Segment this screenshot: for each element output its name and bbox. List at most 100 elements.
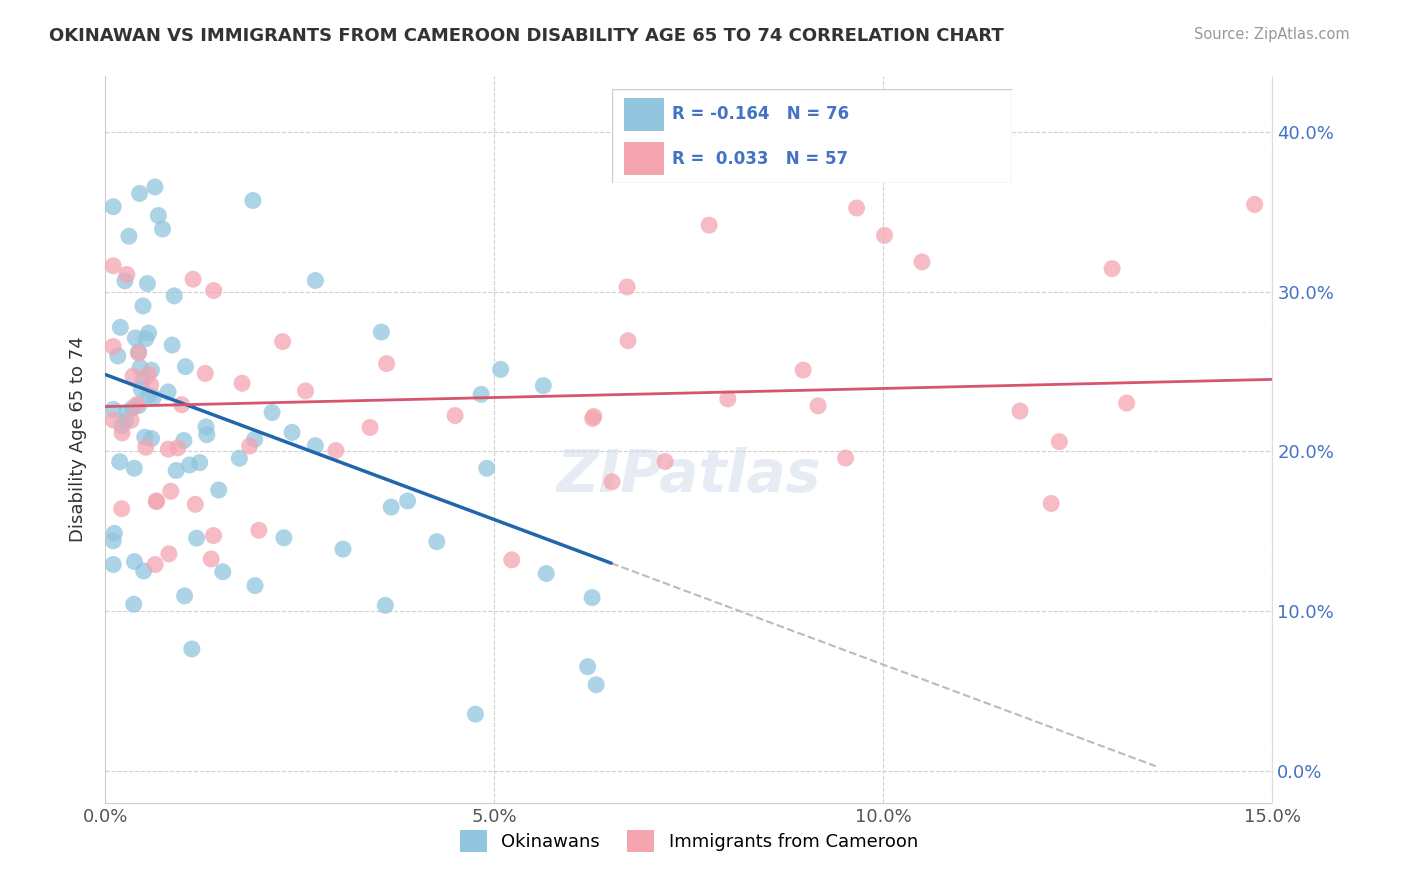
Point — [125, 397, 148, 411]
Point — [375, 357, 398, 371]
Point — [444, 409, 467, 423]
Point — [181, 272, 204, 286]
Point — [304, 439, 326, 453]
Point — [304, 273, 326, 287]
Point — [122, 369, 145, 384]
Point — [1047, 434, 1070, 449]
Point — [188, 456, 211, 470]
Point — [536, 566, 558, 581]
Point — [208, 483, 231, 497]
Bar — [624, 97, 664, 131]
Point — [115, 268, 138, 282]
Point — [157, 384, 180, 399]
Point — [195, 420, 218, 434]
Point — [103, 339, 125, 353]
Point — [128, 186, 150, 201]
Point — [170, 398, 193, 412]
Point — [145, 494, 167, 508]
Point — [470, 387, 492, 401]
Point — [103, 200, 125, 214]
Point — [273, 531, 295, 545]
Point — [124, 331, 146, 345]
Point — [845, 201, 868, 215]
Point — [121, 401, 143, 416]
Point — [370, 325, 392, 339]
Point — [281, 425, 304, 440]
Point — [132, 299, 155, 313]
Point — [114, 414, 136, 428]
Point — [242, 194, 264, 208]
Point — [475, 461, 498, 475]
Point — [138, 368, 160, 382]
Point — [911, 255, 934, 269]
Legend: Okinawans, Immigrants from Cameroon: Okinawans, Immigrants from Cameroon — [453, 822, 925, 859]
Point — [173, 434, 195, 448]
Point — [111, 501, 134, 516]
Point — [531, 378, 554, 392]
Point — [142, 390, 165, 404]
Point — [135, 440, 157, 454]
Point — [654, 454, 676, 468]
Point — [107, 349, 129, 363]
Point — [139, 377, 162, 392]
Point — [174, 359, 197, 374]
Point — [239, 439, 262, 453]
Point — [141, 363, 163, 377]
Point — [138, 388, 160, 402]
Point — [260, 405, 283, 419]
Point — [380, 500, 402, 514]
Point — [122, 597, 145, 611]
Point — [128, 399, 150, 413]
Point — [160, 338, 183, 352]
Point — [359, 420, 381, 434]
Point — [501, 553, 523, 567]
Point — [143, 558, 166, 572]
Point — [157, 442, 180, 456]
Point — [132, 564, 155, 578]
Point — [1115, 396, 1137, 410]
Point — [426, 534, 449, 549]
Point — [600, 475, 623, 489]
Point — [129, 360, 152, 375]
Point — [114, 274, 136, 288]
Point — [200, 552, 222, 566]
Point — [1008, 404, 1031, 418]
Point — [489, 362, 512, 376]
Point — [325, 443, 347, 458]
Point — [184, 497, 207, 511]
Point — [581, 591, 603, 605]
Point — [136, 277, 159, 291]
Point — [194, 367, 217, 381]
Point — [165, 463, 187, 477]
Point — [103, 402, 125, 417]
Point — [159, 484, 181, 499]
Text: R =  0.033   N = 57: R = 0.033 N = 57 — [672, 150, 848, 168]
Point — [103, 413, 125, 427]
Point — [1101, 261, 1123, 276]
Point — [807, 399, 830, 413]
Point — [180, 642, 202, 657]
Point — [124, 555, 146, 569]
Text: OKINAWAN VS IMMIGRANTS FROM CAMEROON DISABILITY AGE 65 TO 74 CORRELATION CHART: OKINAWAN VS IMMIGRANTS FROM CAMEROON DIS… — [49, 27, 1004, 45]
Point — [1040, 496, 1063, 510]
Point — [228, 451, 250, 466]
Point — [143, 180, 166, 194]
Point — [103, 533, 125, 548]
Point — [118, 229, 141, 244]
Point — [464, 707, 486, 722]
Point — [111, 425, 134, 440]
Point — [243, 432, 266, 446]
Point — [294, 384, 316, 398]
Point — [243, 579, 266, 593]
Text: ZIPatlas: ZIPatlas — [557, 447, 821, 504]
Point — [148, 209, 170, 223]
Point — [152, 222, 174, 236]
Point — [582, 411, 605, 425]
Point — [697, 218, 720, 232]
Point — [585, 678, 607, 692]
Point — [103, 259, 125, 273]
Point — [582, 409, 605, 424]
Point — [145, 494, 167, 508]
Text: Source: ZipAtlas.com: Source: ZipAtlas.com — [1194, 27, 1350, 42]
Point — [166, 441, 188, 455]
